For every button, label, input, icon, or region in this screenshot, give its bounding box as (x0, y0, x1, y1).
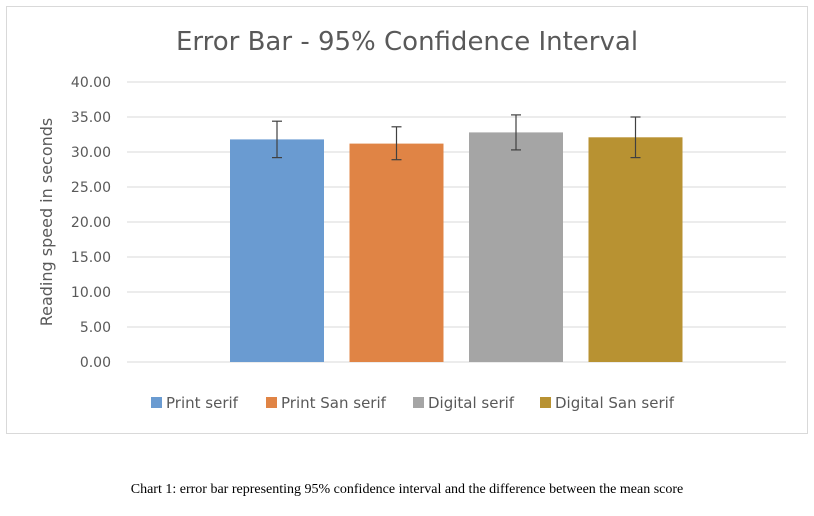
y-tick-label: 15.00 (71, 250, 111, 266)
legend-swatch (540, 397, 551, 408)
y-axis-ticks: 0.00 5.00 10.00 15.00 20.00 25.00 30.00 35.00 40… (71, 75, 111, 371)
figure-caption: Chart 1: error bar representing 95% conf… (130, 482, 684, 497)
y-tick-label: 0.00 (80, 355, 111, 371)
error-bar (272, 120, 282, 159)
y-axis-title: Reading speed in seconds (37, 118, 56, 327)
legend-swatch (151, 397, 162, 408)
y-tick-label: 5.00 (80, 320, 111, 336)
y-tick-label: 20.00 (71, 215, 111, 231)
error-bar (391, 126, 402, 161)
error-bar (511, 114, 521, 151)
error-bar (630, 116, 641, 159)
legend-item: Print San serif (266, 394, 387, 412)
legend: Print serif Print San serif Digital serif D… (151, 394, 675, 412)
legend-item: Print serif (151, 394, 239, 412)
legend-item: Digital serif (413, 394, 515, 412)
legend-label: Print serif (166, 394, 239, 412)
legend-label: Digital serif (428, 394, 515, 412)
legend-item: Digital San serif (540, 394, 675, 412)
bars (230, 132, 683, 362)
bar (230, 139, 324, 362)
legend-label: Print San serif (281, 394, 387, 412)
y-tick-label: 25.00 (71, 180, 111, 196)
error-bars (272, 114, 641, 161)
y-tick-label: 35.00 (71, 110, 111, 126)
bar (469, 132, 563, 362)
y-tick-label: 30.00 (71, 145, 111, 161)
legend-swatch (266, 397, 277, 408)
legend-label: Digital San serif (555, 394, 675, 412)
gridlines (127, 81, 786, 363)
y-tick-label: 10.00 (71, 285, 111, 301)
y-tick-label: 40.00 (71, 75, 111, 91)
chart-title: Error Bar - 95% Confidence Interval (176, 27, 638, 57)
bar (349, 143, 444, 362)
bar (588, 137, 683, 362)
legend-swatch (413, 397, 424, 408)
error-bar-chart: Error Bar - 95% Confidence Interval 0.00… (37, 27, 786, 412)
